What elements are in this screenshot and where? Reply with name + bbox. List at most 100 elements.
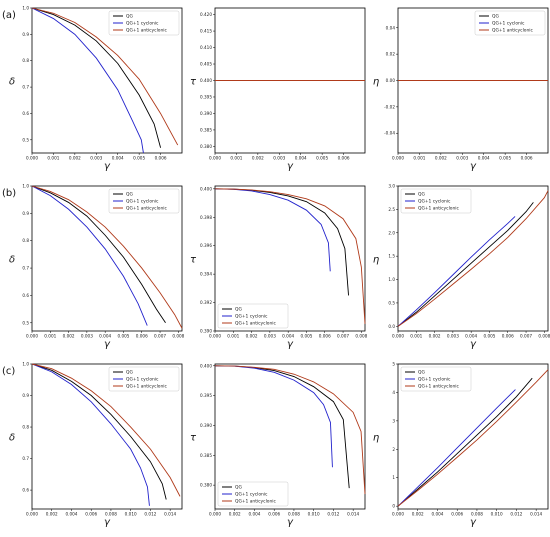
y-tick-label: 2 (392, 447, 395, 452)
x-tick-label: 0.002 (69, 156, 81, 161)
y-tick-label: 0.390 (200, 111, 212, 116)
legend-label: QG+1 anticyclonic (418, 384, 459, 390)
subplot: 0.000 0.002 0.004 0.006 0.008 0.010 0.012 0.014… (190, 363, 365, 528)
y-tick-label: 0.380 (200, 144, 212, 149)
legend-label: QG (235, 307, 242, 313)
x-tick-label: 0.002 (46, 512, 58, 517)
x-tick-label: 0.010 (308, 512, 320, 517)
subplot: 0.000 0.001 0.002 0.003 0.004 0.005 0.006 0.007… (373, 184, 550, 351)
y-tick-label: 0.395 (200, 94, 212, 99)
y-tick-label: 0.400 (200, 186, 212, 191)
y-tick-label: 0.9 (22, 211, 29, 216)
y-tick-label: 0.400 (200, 78, 212, 83)
x-tick-label: 0.005 (300, 334, 312, 339)
x-axis-label: γ (104, 517, 111, 528)
x-tick-label: 0.002 (435, 156, 447, 161)
x-tick-label: 0.014 (347, 512, 359, 517)
y-tick-label: 0.00 (386, 78, 396, 83)
y-tick-label: 1.5 (388, 254, 395, 259)
x-tick-label: 0.004 (112, 156, 124, 161)
y-tick-label: 0.394 (200, 272, 212, 277)
y-tick-label: 0.04 (386, 25, 396, 30)
subplot: 0.000 0.001 0.002 0.003 0.004 0.005 0.006 0.007… (190, 186, 368, 350)
y-axis-label: η (373, 433, 379, 444)
y-tick-label: 0.398 (200, 215, 212, 220)
y-axis-label: δ (9, 77, 15, 88)
y-axis-label: τ (190, 77, 197, 88)
x-tick-label: 0.003 (81, 334, 93, 339)
x-tick-label: 0.003 (90, 156, 102, 161)
legend: QGQG+1 cyclonicQG+1 anticyclonic (109, 11, 179, 35)
panel-row-label: (a) (2, 10, 16, 21)
x-tick-label: 0.012 (144, 512, 156, 517)
x-tick-label: 0.006 (521, 156, 533, 161)
legend: QGQG+1 cyclonicQG+1 anticyclonic (109, 367, 179, 391)
legend-label: QG+1 anticyclonic (235, 499, 276, 505)
y-axis-label: δ (9, 433, 15, 444)
x-axis-label: γ (104, 161, 111, 172)
x-tick-label: 0.001 (230, 156, 242, 161)
legend-label: QG+1 anticyclonic (418, 206, 459, 212)
x-axis-label: γ (287, 339, 294, 350)
subplot: 0.000 0.001 0.002 0.003 0.004 0.005 0.0060.380… (190, 8, 365, 172)
legend-label: QG+1 anticyclonic (126, 384, 167, 390)
x-tick-label: 0.008 (471, 512, 483, 517)
legend-label: QG (418, 192, 425, 198)
subplot: 0.000 0.002 0.004 0.006 0.008 0.010 0.012 0.014… (9, 362, 182, 529)
x-tick-label: 0.006 (319, 334, 331, 339)
x-tick-label: 0.000 (392, 512, 404, 517)
x-tick-label: 0.006 (338, 156, 350, 161)
y-tick-label: 0.396 (200, 243, 212, 248)
x-tick-label: 0.008 (172, 334, 184, 339)
x-tick-label: 0.010 (125, 512, 137, 517)
x-tick-label: 0.014 (530, 512, 542, 517)
x-tick-label: 0.001 (47, 156, 59, 161)
x-tick-label: 0.004 (431, 512, 443, 517)
legend-label: QG+1 cyclonic (235, 314, 268, 320)
subplot: 0.000 0.001 0.002 0.003 0.004 0.005 0.006 -0.04… (373, 8, 548, 172)
y-tick-label: 0.0 (388, 324, 395, 329)
x-tick-label: 0.005 (117, 334, 129, 339)
legend-label: QG (418, 370, 425, 376)
panel-row-label: (c) (2, 366, 15, 377)
y-tick-label: 5 (392, 362, 395, 367)
legend-label: QG (126, 192, 133, 198)
x-tick-label: 0.007 (520, 334, 532, 339)
y-tick-label: 0.7 (22, 266, 29, 271)
y-tick-label: 0.8 (22, 238, 29, 243)
y-tick-label: 0.392 (200, 300, 212, 305)
x-tick-label: 0.002 (429, 334, 441, 339)
y-tick-label: 0.6 (22, 488, 29, 493)
legend-label: QG+1 cyclonic (418, 199, 451, 205)
y-tick-label: 1 (392, 475, 395, 480)
y-tick-label: 1.0 (22, 6, 29, 11)
x-tick-label: 0.004 (248, 512, 260, 517)
legend-label: QG (126, 14, 133, 20)
y-tick-label: 0.395 (200, 393, 212, 398)
x-tick-label: 0.001 (410, 334, 422, 339)
y-axis-label: τ (190, 433, 197, 444)
y-tick-label: 0.7 (22, 456, 29, 461)
y-tick-label: 0.5 (388, 300, 395, 305)
subplot: 0.000 0.001 0.002 0.003 0.004 0.005 0.0060.50.… (9, 6, 182, 173)
x-tick-label: 0.007 (154, 334, 166, 339)
x-tick-label: 0.003 (273, 156, 285, 161)
x-tick-label: 0.002 (412, 512, 424, 517)
x-tick-label: 0.002 (229, 512, 241, 517)
subplot: 0.000 0.002 0.004 0.006 0.008 0.010 0.012 0.014… (373, 362, 548, 529)
y-tick-label: 0.385 (200, 453, 212, 458)
x-tick-label: 0.006 (155, 156, 167, 161)
x-tick-label: 0.004 (465, 334, 477, 339)
x-tick-label: 0.004 (295, 156, 307, 161)
x-tick-label: 0.001 (227, 334, 239, 339)
legend-label: QG+1 anticyclonic (126, 206, 167, 212)
legend-label: QG+1 anticyclonic (492, 28, 533, 34)
y-tick-label: 0.405 (200, 62, 212, 67)
legend-label: QG+1 cyclonic (126, 21, 159, 27)
x-tick-label: 0.005 (483, 334, 495, 339)
y-tick-label: 1.0 (22, 362, 29, 367)
x-tick-label: 0.000 (26, 334, 38, 339)
